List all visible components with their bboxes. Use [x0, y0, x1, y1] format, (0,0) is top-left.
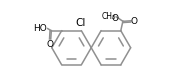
- Text: O: O: [131, 17, 138, 26]
- Text: HO: HO: [34, 24, 47, 33]
- Text: O: O: [47, 40, 54, 49]
- Text: CH₃: CH₃: [102, 12, 116, 21]
- Text: O: O: [112, 14, 118, 23]
- Text: Cl: Cl: [75, 18, 86, 28]
